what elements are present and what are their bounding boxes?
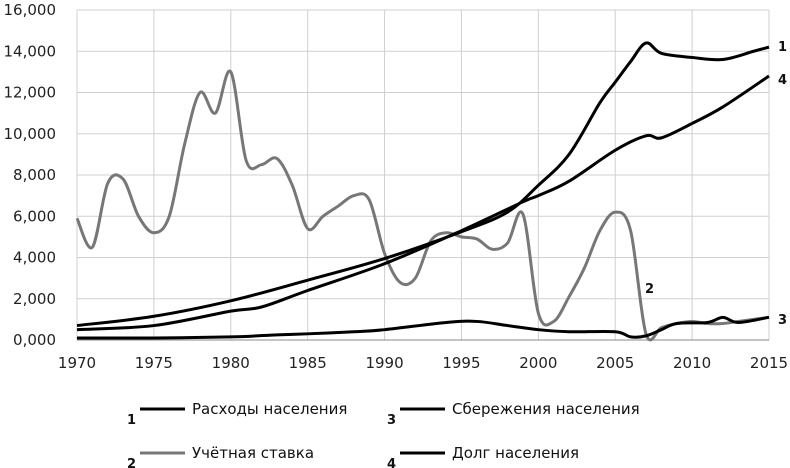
x-tick-label: 1990: [365, 354, 403, 372]
legend-number: 2: [127, 457, 136, 468]
y-tick-label: 2,000: [13, 290, 56, 308]
x-tick-label: 2000: [519, 354, 557, 372]
y-tick-label: 8,000: [13, 166, 56, 184]
legend-number: 3: [387, 413, 396, 428]
series-end-label: 3: [778, 313, 787, 328]
y-tick-label: 14,000: [4, 42, 57, 60]
legend-number: 1: [127, 413, 136, 428]
x-tick-label: 1985: [289, 354, 327, 372]
series-end-label: 1: [778, 40, 787, 55]
legend-label: Учётная ставка: [192, 444, 314, 462]
y-tick-label: 0,000: [13, 331, 56, 349]
x-tick-label: 2010: [673, 354, 711, 372]
x-tick-label: 1995: [442, 354, 480, 372]
series-end-label: 4: [778, 73, 787, 88]
x-tick-label: 2005: [596, 354, 634, 372]
y-tick-label: 16,000: [4, 1, 57, 19]
series-line-3: [76, 315, 770, 340]
x-tick-label: 1975: [135, 354, 173, 372]
y-tick-label: 4,000: [13, 249, 56, 267]
y-tick-label: 12,000: [4, 84, 57, 102]
x-tick-label: 1970: [58, 354, 96, 372]
legend-label: Долг населения: [452, 444, 579, 462]
legend-label: Сбережения населения: [452, 400, 640, 418]
series-line-1: [76, 41, 770, 328]
series-line-2: [75, 69, 770, 342]
x-tick-label: 2015: [750, 354, 788, 372]
series-end-label: 2: [645, 282, 654, 297]
series-line-4: [76, 74, 770, 332]
legend-label: Расходы населения: [192, 400, 347, 418]
legend-number: 4: [387, 457, 396, 468]
y-tick-label: 6,000: [13, 207, 56, 225]
x-tick-label: 1980: [212, 354, 250, 372]
y-tick-label: 10,000: [4, 125, 57, 143]
